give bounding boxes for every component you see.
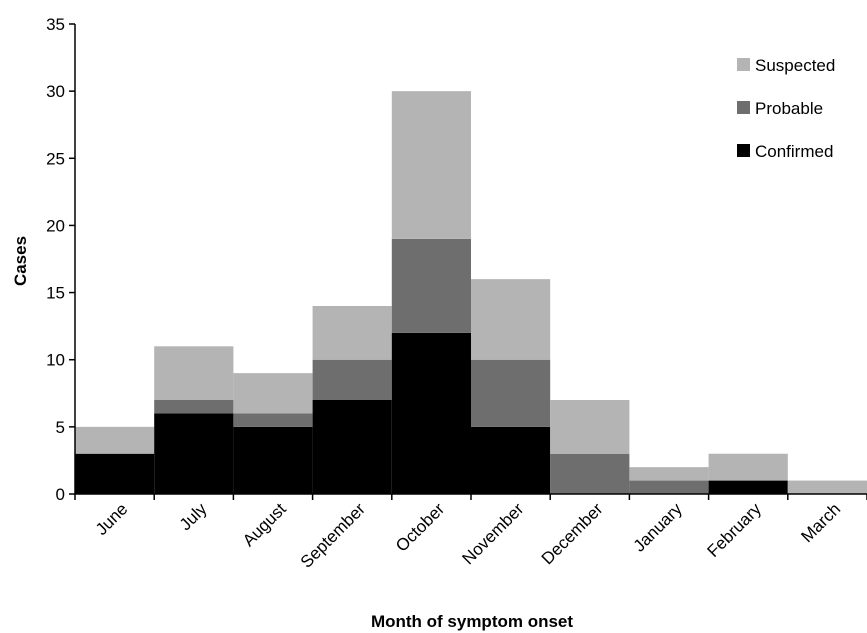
bar-probable-january — [629, 480, 709, 494]
bar-suspected-june — [75, 426, 155, 454]
y-ticks-group: 0 5 10 15 20 25 30 35 — [46, 15, 75, 504]
bar-confirmed-october — [391, 332, 471, 494]
y-tick-label: 10 — [46, 351, 65, 370]
x-tick-label-september: September — [297, 499, 369, 571]
legend-label-confirmed: Confirmed — [755, 142, 833, 161]
x-tick-label-february: February — [703, 499, 765, 561]
x-tick-label-august: August — [239, 499, 290, 550]
bar-suspected-november — [471, 279, 551, 360]
x-tick-label-october: October — [392, 499, 448, 555]
x-tick-label-july: July — [176, 499, 211, 534]
legend: Suspected Probable Confirmed — [737, 56, 835, 161]
bar-suspected-february — [708, 453, 788, 481]
bar-suspected-september — [312, 306, 392, 360]
legend-swatch-suspected — [737, 58, 750, 71]
bar-probable-november — [471, 359, 551, 427]
bar-suspected-march — [787, 480, 867, 494]
bar-probable-december — [550, 453, 630, 494]
y-tick-label: 35 — [46, 15, 65, 34]
bar-probable-july — [154, 400, 234, 414]
x-tick-label-december: December — [538, 499, 607, 568]
bar-confirmed-november — [471, 426, 551, 494]
y-tick-label: 0 — [56, 485, 65, 504]
bars-group — [75, 91, 867, 494]
bar-confirmed-july — [154, 413, 234, 494]
y-tick-label: 25 — [46, 149, 65, 168]
bar-confirmed-august — [233, 426, 313, 494]
bar-suspected-august — [233, 373, 313, 414]
y-axis-title: Cases — [11, 236, 30, 286]
y-tick-label: 20 — [46, 216, 65, 235]
bar-suspected-july — [154, 346, 234, 400]
x-tick-label-march: March — [797, 499, 844, 546]
y-tick-label: 30 — [46, 82, 65, 101]
bar-confirmed-june — [75, 453, 155, 494]
legend-label-probable: Probable — [755, 99, 823, 118]
legend-label-suspected: Suspected — [755, 56, 835, 75]
bar-confirmed-february — [708, 480, 788, 494]
y-tick-label: 15 — [46, 284, 65, 303]
bar-confirmed-september — [312, 400, 392, 494]
bar-probable-september — [312, 359, 392, 400]
x-tick-label-january: January — [630, 499, 687, 556]
x-tick-label-november: November — [459, 499, 528, 568]
x-tick-label-june: June — [92, 499, 132, 539]
bar-probable-august — [233, 413, 313, 427]
legend-swatch-probable — [737, 101, 750, 114]
bar-suspected-december — [550, 400, 630, 454]
bar-suspected-october — [391, 91, 471, 239]
bar-suspected-january — [629, 467, 709, 481]
x-ticks-group: June July August September October November De… — [74, 494, 867, 572]
y-tick-label: 5 — [56, 418, 65, 437]
x-axis-title: Month of symptom onset — [371, 612, 573, 631]
bar-probable-october — [391, 238, 471, 333]
legend-swatch-confirmed — [737, 144, 750, 157]
